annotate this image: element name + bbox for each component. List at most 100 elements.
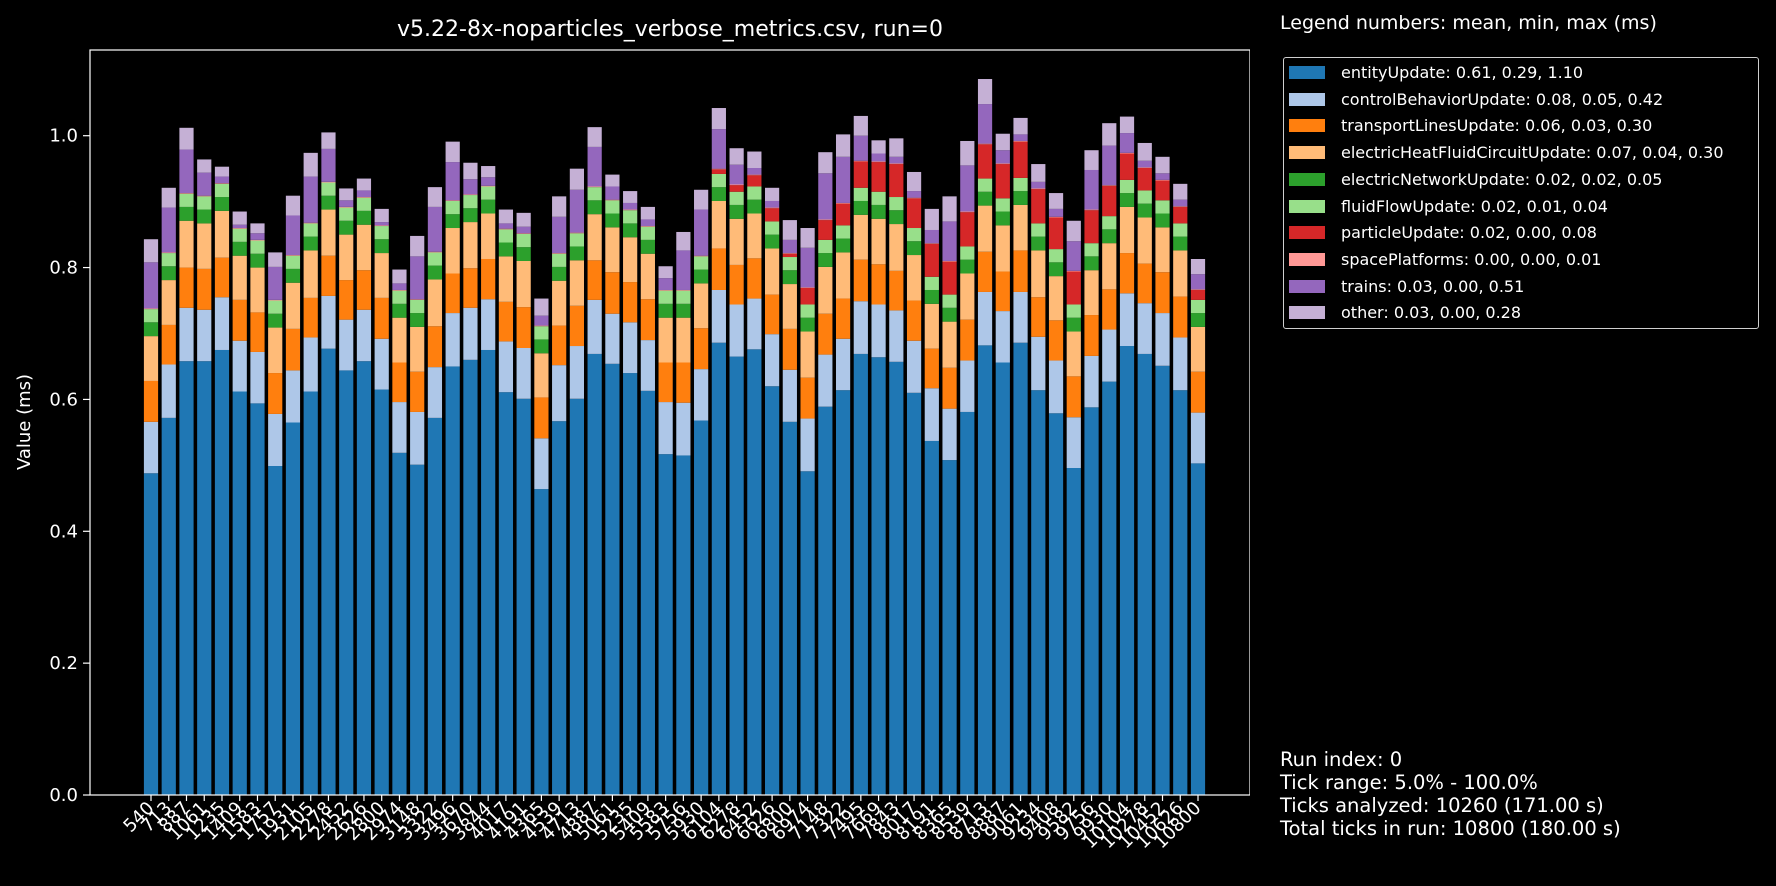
bar-segment-electricNetworkUpdate-3322 [427, 265, 443, 280]
bar-segment-other-8713 [977, 79, 993, 105]
legend-item-electric-network-update: electricNetworkUpdate: 0.02, 0.02, 0.05 [1289, 168, 1662, 190]
bar-segment-trains-6800 [782, 239, 797, 254]
bar-segment-particleUpdate-10452 [1155, 180, 1170, 201]
bar-segment-fluidFlowUpdate-8191 [924, 276, 939, 290]
bar-segment-electricHeatFluidCircuitUpdate-9408 [1048, 276, 1064, 321]
bar-segment-spacePlatforms-7322 [835, 202, 851, 204]
bar-segment-controlBehaviorUpdate-3844 [481, 299, 496, 350]
bar-segment-entityUpdate-7322 [835, 390, 851, 795]
bar-segment-fluidFlowUpdate-887 [179, 193, 194, 207]
bar-segment-electricNetworkUpdate-9234 [1031, 236, 1046, 251]
bar-segment-spacePlatforms-10452 [1155, 179, 1170, 181]
bar-segment-transportLinesUpdate-6452 [747, 258, 762, 299]
chart-title: v5.22-8x-noparticles_verbose_metrics.csv… [397, 17, 943, 42]
y-tick-label: 1.0 [49, 126, 78, 147]
bar-segment-entityUpdate-5235 [623, 373, 638, 795]
bar-segment-transportLinesUpdate-2626 [356, 270, 372, 310]
bar-segment-controlBehaviorUpdate-2278 [321, 295, 336, 349]
bar-segment-electricHeatFluidCircuitUpdate-887 [179, 220, 194, 268]
bar-segment-spacePlatforms-1061 [197, 195, 212, 197]
bar-segment-electricHeatFluidCircuitUpdate-4539 [552, 280, 567, 326]
bar-segment-electricNetworkUpdate-8017 [906, 241, 922, 256]
bar-segment-electricNetworkUpdate-9582 [1066, 317, 1081, 332]
bar-segment-electricNetworkUpdate-3670 [463, 208, 478, 223]
bar-segment-electricHeatFluidCircuitUpdate-3496 [445, 228, 460, 274]
legend-swatch [1289, 172, 1325, 186]
bar-segment-spacePlatforms-713 [161, 252, 176, 254]
bar-segment-controlBehaviorUpdate-7322 [835, 338, 851, 391]
bar-segment-spacePlatforms-4017 [498, 228, 514, 230]
bar-segment-fluidFlowUpdate-5061 [605, 200, 620, 214]
bar-segment-particleUpdate-10104 [1119, 153, 1135, 180]
bar-segment-electricNetworkUpdate-2278 [321, 195, 336, 210]
bar-segment-fluidFlowUpdate-9930 [1102, 216, 1117, 230]
bar-segment-entityUpdate-5756 [676, 455, 691, 795]
bar-segment-entityUpdate-3670 [463, 359, 478, 795]
bar-segment-fluidFlowUpdate-1757 [268, 300, 283, 314]
bar-segment-controlBehaviorUpdate-2105 [303, 337, 318, 392]
legend-item-transport-lines-update: transportLinesUpdate: 0.06, 0.03, 0.30 [1289, 114, 1652, 136]
bar-segment-electricNetworkUpdate-7495 [853, 200, 868, 215]
bar-segment-electricHeatFluidCircuitUpdate-7843 [889, 224, 904, 271]
bar-segment-entityUpdate-2278 [321, 348, 336, 795]
bar-segment-entityUpdate-9408 [1048, 413, 1064, 795]
bar-segment-trains-2800 [374, 222, 389, 226]
bar-segment-electricHeatFluidCircuitUpdate-10626 [1173, 250, 1188, 297]
bar-segment-electricNetworkUpdate-9930 [1102, 229, 1117, 244]
bar-segment-electricHeatFluidCircuitUpdate-3148 [410, 326, 425, 372]
bar-segment-transportLinesUpdate-3670 [463, 268, 478, 308]
bar-segment-transportLinesUpdate-5930 [694, 328, 709, 370]
bar-segment-entityUpdate-8017 [906, 392, 922, 795]
bar-segment-spacePlatforms-4713 [569, 232, 584, 234]
bar-segment-transportLinesUpdate-2800 [374, 297, 389, 339]
bar-segment-other-1931 [285, 195, 301, 216]
bar-segment-transportLinesUpdate-1409 [232, 299, 247, 341]
bar-segment-entityUpdate-5061 [605, 363, 620, 795]
legend-label: transportLinesUpdate: 0.06, 0.03, 0.30 [1341, 115, 1653, 135]
legend-label: particleUpdate: 0.02, 0.00, 0.08 [1341, 222, 1597, 242]
bar-segment-electricNetworkUpdate-4017 [498, 242, 514, 257]
bar-segment-fluidFlowUpdate-7148 [818, 239, 833, 254]
y-axis: 0.0 0.2 0.4 0.6 0.8 1.0 [49, 126, 90, 806]
bar-segment-electricNetworkUpdate-10800 [1190, 313, 1206, 327]
bar-segment-transportLinesUpdate-3148 [410, 371, 425, 412]
bar-segment-electricHeatFluidCircuitUpdate-6626 [765, 248, 780, 295]
bar-segment-trains-6974 [800, 247, 815, 288]
bar-segment-trains-4713 [569, 189, 584, 233]
bar-segment-trains-9582 [1066, 241, 1081, 271]
bar-segment-controlBehaviorUpdate-9582 [1066, 417, 1081, 468]
bar-segment-particleUpdate-9582 [1066, 271, 1081, 305]
bar-segment-controlBehaviorUpdate-5583 [658, 402, 673, 455]
bar-segment-fluidFlowUpdate-6104 [711, 173, 726, 188]
bar-segment-fluidFlowUpdate-2626 [356, 197, 372, 211]
bar-segment-transportLinesUpdate-4887 [587, 260, 602, 300]
bar-segment-entityUpdate-10278 [1137, 353, 1152, 795]
bar-segment-particleUpdate-7148 [818, 220, 833, 240]
bar-segment-entityUpdate-6104 [711, 342, 726, 795]
bar-segment-trains-8539 [960, 165, 975, 212]
bar-segment-other-1235 [214, 166, 230, 177]
bar-segment-other-5583 [658, 266, 673, 279]
legend-label: electricNetworkUpdate: 0.02, 0.02, 0.05 [1341, 169, 1663, 189]
bar-segment-controlBehaviorUpdate-8713 [977, 291, 993, 346]
bar-segment-electricNetworkUpdate-2105 [303, 236, 318, 251]
bar-segment-other-7322 [835, 134, 851, 157]
bar-segment-trains-2626 [356, 190, 372, 198]
bar-segment-spacePlatforms-9234 [1031, 188, 1046, 190]
bar-segment-electricHeatFluidCircuitUpdate-6104 [711, 200, 726, 249]
bar-segment-spacePlatforms-3496 [445, 200, 460, 201]
bar-segment-transportLinesUpdate-2452 [339, 280, 354, 320]
bar-segment-electricNetworkUpdate-10278 [1137, 203, 1152, 218]
bar-segment-spacePlatforms-7495 [853, 160, 868, 162]
bar-segment-spacePlatforms-5409 [640, 226, 655, 227]
y-tick-label: 0.8 [49, 258, 78, 279]
bar-segment-trains-8887 [995, 150, 1010, 164]
bar-segment-transportLinesUpdate-8539 [960, 319, 975, 361]
legend-label: trains: 0.03, 0.00, 0.51 [1341, 276, 1525, 296]
bar-segment-fluidFlowUpdate-7669 [871, 191, 886, 205]
bar-segment-spacePlatforms-5061 [605, 199, 620, 201]
bar-segment-controlBehaviorUpdate-887 [179, 307, 194, 362]
bar-segment-spacePlatforms-9408 [1048, 216, 1064, 218]
bar-segment-electricHeatFluidCircuitUpdate-4887 [587, 214, 602, 261]
bar-segment-transportLinesUpdate-6800 [782, 328, 797, 370]
